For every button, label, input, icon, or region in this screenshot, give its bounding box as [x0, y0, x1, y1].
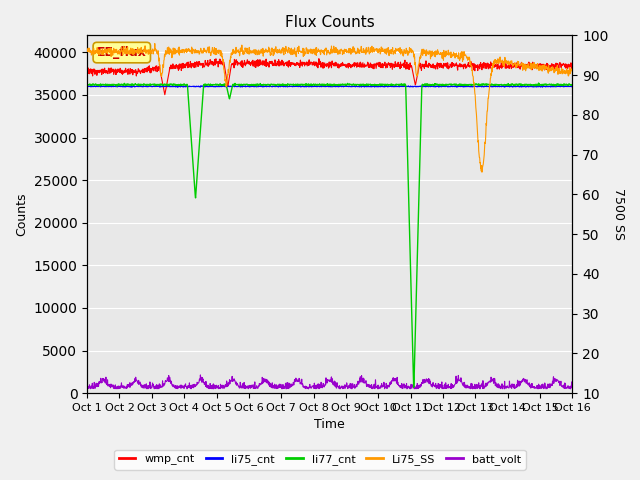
X-axis label: Time: Time: [314, 419, 345, 432]
Y-axis label: Counts: Counts: [15, 192, 28, 236]
Title: Flux Counts: Flux Counts: [285, 15, 374, 30]
Text: EE_flux: EE_flux: [97, 46, 147, 59]
Legend: wmp_cnt, li75_cnt, li77_cnt, Li75_SS, batt_volt: wmp_cnt, li75_cnt, li77_cnt, Li75_SS, ba…: [115, 450, 525, 469]
Y-axis label: 7500 SS: 7500 SS: [612, 188, 625, 240]
